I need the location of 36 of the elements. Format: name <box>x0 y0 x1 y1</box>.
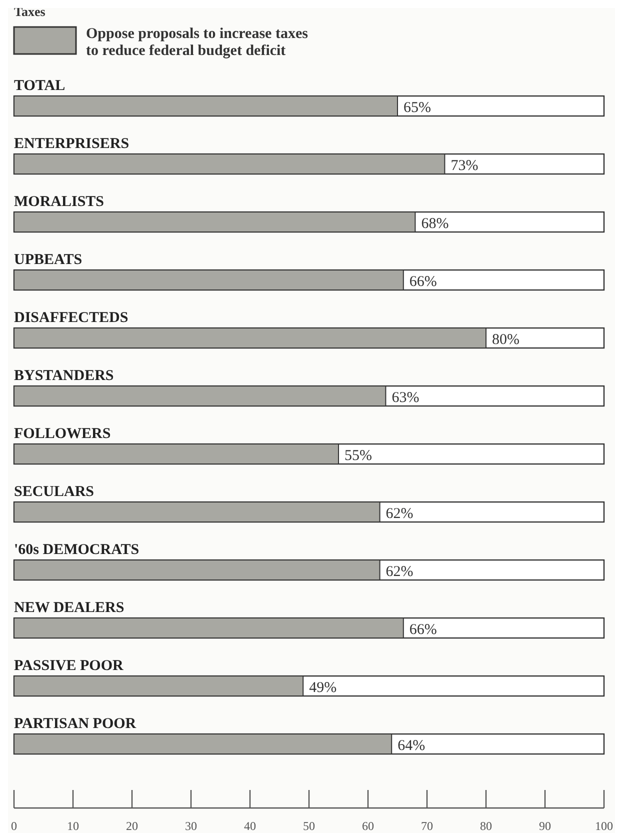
legend-label: Oppose proposals to increase taxes to reduce federal budget deficit <box>86 26 308 59</box>
data-label: 62% <box>386 506 414 522</box>
data-label: 55% <box>344 448 372 464</box>
y-tick-label: NEW DEALERS <box>14 600 124 616</box>
x-tick-label: 80 <box>480 819 492 833</box>
data-label: 63% <box>392 390 420 406</box>
data-label: 62% <box>386 564 414 580</box>
data-label: 66% <box>409 274 437 290</box>
y-tick-label: TOTAL <box>14 78 66 94</box>
data-label: 80% <box>492 332 520 348</box>
y-tick-label: ENTERPRISERS <box>14 136 130 152</box>
data-label: 68% <box>421 216 449 232</box>
y-tick-label: PASSIVE POOR <box>14 658 124 674</box>
x-tick-label: 20 <box>126 819 138 833</box>
y-tick-label: UPBEATS <box>14 252 82 268</box>
y-tick-label: FOLLOWERS <box>14 426 111 442</box>
x-tick-label: 90 <box>539 819 551 833</box>
data-label: 73% <box>450 158 478 174</box>
data-label: 49% <box>309 680 337 696</box>
data-label: 65% <box>404 100 431 116</box>
y-tick-label: MORALISTS <box>14 194 104 210</box>
x-tick-label: 60 <box>362 819 374 833</box>
x-tick-label: 100 <box>595 819 613 833</box>
x-tick-label: 40 <box>244 819 256 833</box>
y-tick-label: PARTISAN POOR <box>14 716 136 732</box>
x-tick-label: 0 <box>11 819 17 833</box>
y-tick-label: '60s DEMOCRATS <box>14 542 140 558</box>
y-tick-label: DISAFFECTEDS <box>14 310 128 326</box>
x-tick-label: 70 <box>421 819 433 833</box>
y-tick-label: BYSTANDERS <box>14 368 114 384</box>
data-label: 66% <box>409 622 437 638</box>
data-label: 64% <box>398 738 426 754</box>
x-tick-label: 10 <box>67 819 79 833</box>
x-tick-label: 50 <box>303 819 315 833</box>
x-tick-label: 30 <box>185 819 197 833</box>
y-tick-label: SECULARS <box>14 484 94 500</box>
